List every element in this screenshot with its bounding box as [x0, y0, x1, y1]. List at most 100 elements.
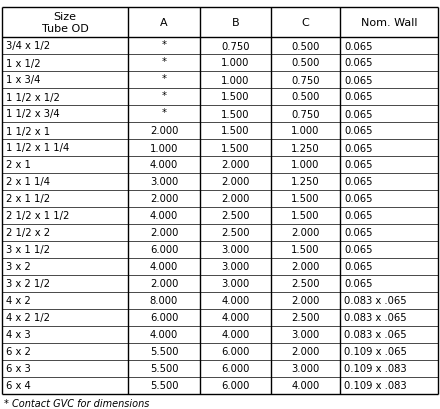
Text: 0.109 x .065: 0.109 x .065 — [344, 347, 407, 357]
Text: 1 x 3/4: 1 x 3/4 — [6, 75, 40, 85]
Text: Tube OD: Tube OD — [42, 24, 88, 34]
Text: 0.500: 0.500 — [291, 92, 320, 102]
Text: 0.065: 0.065 — [344, 109, 373, 119]
Text: *: * — [161, 91, 166, 101]
Text: 4 x 2: 4 x 2 — [6, 296, 31, 306]
Text: 1.500: 1.500 — [221, 109, 250, 119]
Text: 2 x 1 1/4: 2 x 1 1/4 — [6, 177, 50, 187]
Text: 0.750: 0.750 — [291, 75, 320, 85]
Text: 2.000: 2.000 — [291, 296, 320, 306]
Text: 1 x 1/2: 1 x 1/2 — [6, 58, 40, 68]
Text: 5.500: 5.500 — [150, 364, 178, 373]
Text: 2 x 1: 2 x 1 — [6, 160, 31, 170]
Text: 2.000: 2.000 — [221, 177, 249, 187]
Text: 3.000: 3.000 — [221, 279, 249, 289]
Text: 0.065: 0.065 — [344, 160, 373, 170]
Text: 2.500: 2.500 — [291, 279, 320, 289]
Text: 6 x 4: 6 x 4 — [6, 380, 31, 391]
Text: 1.000: 1.000 — [291, 160, 320, 170]
Text: 4.000: 4.000 — [221, 296, 249, 306]
Text: 2 1/2 x 1 1/2: 2 1/2 x 1 1/2 — [6, 211, 70, 221]
Text: 4.000: 4.000 — [291, 380, 319, 391]
Text: 3.000: 3.000 — [221, 245, 249, 255]
Text: 1.000: 1.000 — [221, 58, 249, 68]
Text: 0.083 x .065: 0.083 x .065 — [344, 313, 407, 323]
Text: *: * — [161, 74, 166, 84]
Text: 1 1/2 x 1/2: 1 1/2 x 1/2 — [6, 92, 60, 102]
Text: 4 x 2 1/2: 4 x 2 1/2 — [6, 313, 50, 323]
Text: Size: Size — [54, 12, 77, 22]
Text: 6.000: 6.000 — [221, 347, 249, 357]
Text: 2.000: 2.000 — [150, 126, 178, 136]
Text: *: * — [161, 57, 166, 67]
Text: 4.000: 4.000 — [221, 330, 249, 339]
Text: 4.000: 4.000 — [150, 330, 178, 339]
Text: 0.065: 0.065 — [344, 279, 373, 289]
Text: 0.065: 0.065 — [344, 126, 373, 136]
Text: 2 x 1 1/2: 2 x 1 1/2 — [6, 194, 50, 204]
Text: 3 x 1 1/2: 3 x 1 1/2 — [6, 245, 50, 255]
Text: 1.500: 1.500 — [221, 126, 250, 136]
Text: 4.000: 4.000 — [150, 211, 178, 221]
Text: 3.000: 3.000 — [291, 364, 319, 373]
Text: 1.500: 1.500 — [221, 92, 250, 102]
Text: 2.500: 2.500 — [221, 228, 250, 238]
Text: 2.000: 2.000 — [150, 228, 178, 238]
Text: 0.750: 0.750 — [221, 41, 250, 52]
Text: 0.500: 0.500 — [291, 58, 320, 68]
Text: 2.000: 2.000 — [221, 160, 249, 170]
Text: 1 1/2 x 1 1/4: 1 1/2 x 1 1/4 — [6, 143, 69, 153]
Text: 0.065: 0.065 — [344, 143, 373, 153]
Text: 0.065: 0.065 — [344, 177, 373, 187]
Text: 1.250: 1.250 — [291, 177, 320, 187]
Text: 0.065: 0.065 — [344, 211, 373, 221]
Text: 0.750: 0.750 — [291, 109, 320, 119]
Text: A: A — [160, 18, 168, 28]
Text: 1.500: 1.500 — [291, 211, 320, 221]
Text: 0.065: 0.065 — [344, 245, 373, 255]
Text: 0.065: 0.065 — [344, 58, 373, 68]
Text: 0.065: 0.065 — [344, 228, 373, 238]
Text: 1.500: 1.500 — [291, 194, 320, 204]
Text: 3 x 2: 3 x 2 — [6, 262, 31, 272]
Text: 2.000: 2.000 — [221, 194, 249, 204]
Text: 0.083 x .065: 0.083 x .065 — [344, 296, 407, 306]
Text: 3.000: 3.000 — [291, 330, 319, 339]
Text: 1.500: 1.500 — [221, 143, 250, 153]
Text: 6.000: 6.000 — [150, 313, 178, 323]
Text: 1.000: 1.000 — [291, 126, 320, 136]
Text: 1.500: 1.500 — [291, 245, 320, 255]
Text: Nom. Wall: Nom. Wall — [361, 18, 417, 28]
Text: 2.500: 2.500 — [221, 211, 250, 221]
Text: 6.000: 6.000 — [221, 380, 249, 391]
Text: 4 x 3: 4 x 3 — [6, 330, 31, 339]
Text: 0.500: 0.500 — [291, 41, 320, 52]
Text: 1.000: 1.000 — [221, 75, 249, 85]
Text: 3/4 x 1/2: 3/4 x 1/2 — [6, 41, 50, 52]
Text: 0.083 x .065: 0.083 x .065 — [344, 330, 407, 339]
Text: 0.065: 0.065 — [344, 92, 373, 102]
Text: *: * — [161, 108, 166, 118]
Text: 0.109 x .083: 0.109 x .083 — [344, 380, 407, 391]
Text: 0.065: 0.065 — [344, 75, 373, 85]
Text: 2.500: 2.500 — [291, 313, 320, 323]
Text: 4.000: 4.000 — [150, 160, 178, 170]
Text: 1.250: 1.250 — [291, 143, 320, 153]
Text: 3.000: 3.000 — [150, 177, 178, 187]
Text: 3.000: 3.000 — [221, 262, 249, 272]
Text: 6 x 2: 6 x 2 — [6, 347, 31, 357]
Text: 2.000: 2.000 — [291, 228, 320, 238]
Text: 0.065: 0.065 — [344, 41, 373, 52]
Text: 2.000: 2.000 — [150, 279, 178, 289]
Text: 6.000: 6.000 — [221, 364, 249, 373]
Text: C: C — [302, 18, 309, 28]
Text: 1 1/2 x 3/4: 1 1/2 x 3/4 — [6, 109, 60, 119]
Text: 2 1/2 x 2: 2 1/2 x 2 — [6, 228, 50, 238]
Text: B: B — [232, 18, 239, 28]
Text: 0.065: 0.065 — [344, 194, 373, 204]
Text: 4.000: 4.000 — [221, 313, 249, 323]
Text: 5.500: 5.500 — [150, 380, 178, 391]
Text: 4.000: 4.000 — [150, 262, 178, 272]
Text: 1.000: 1.000 — [150, 143, 178, 153]
Text: 2.000: 2.000 — [291, 347, 320, 357]
